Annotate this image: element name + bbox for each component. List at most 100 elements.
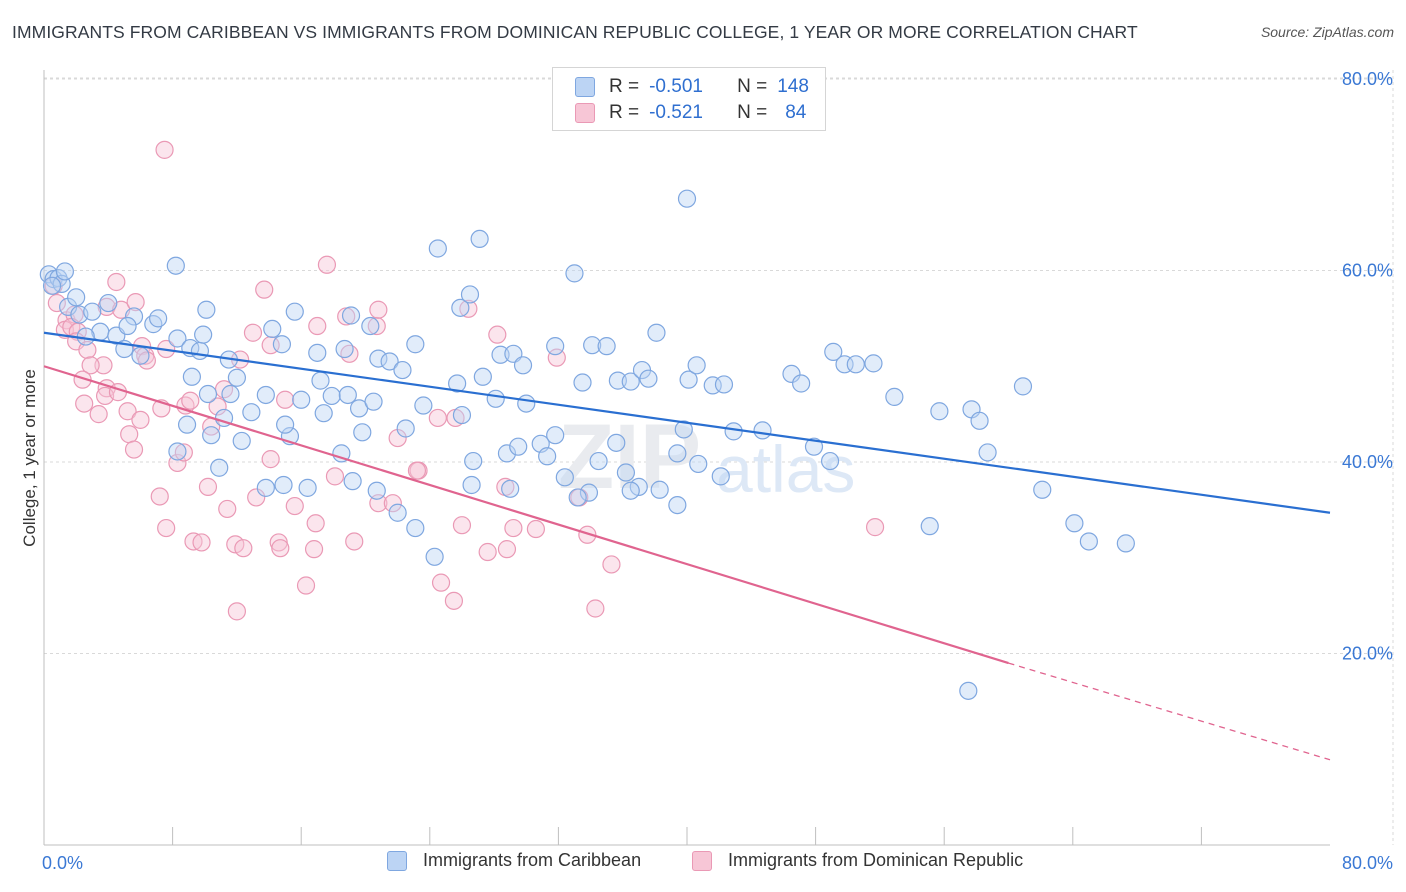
caribbean-point: [711, 467, 730, 486]
caribbean-point: [298, 478, 317, 497]
caribbean-point: [341, 306, 361, 325]
dominican-point: [155, 140, 174, 159]
caribbean-point: [546, 337, 565, 356]
legend-n-value: 84: [785, 102, 807, 123]
series-label-dominican: Immigrants from Dominican Republic: [728, 850, 1024, 870]
caribbean-point: [202, 426, 221, 445]
caribbean-point: [517, 394, 536, 413]
caribbean-point: [221, 384, 240, 404]
dominican-point: [497, 540, 517, 559]
caribbean-point: [470, 229, 489, 249]
dominican-point: [865, 518, 885, 537]
series-swatch-pink: [692, 850, 712, 871]
caribbean-point: [343, 472, 362, 491]
dominican-point: [296, 576, 316, 595]
legend-r-value: -0.521: [649, 102, 703, 123]
caribbean-point: [650, 480, 669, 499]
dominican-point: [547, 348, 566, 367]
dominican-point: [602, 555, 621, 574]
caribbean-point: [782, 364, 801, 384]
dominican-point: [317, 255, 337, 274]
caribbean-point: [272, 335, 292, 354]
caribbean-point: [256, 385, 275, 405]
dominican-point: [369, 300, 388, 319]
caribbean-point: [555, 468, 574, 487]
dominican-point: [306, 514, 325, 533]
caribbean-trend-line: [43, 331, 1331, 514]
caribbean-point: [367, 481, 386, 500]
caribbean-point: [930, 402, 949, 421]
caribbean-point: [724, 422, 743, 441]
caribbean-point: [460, 285, 480, 304]
caribbean-point: [501, 479, 520, 498]
caribbean-point: [608, 371, 627, 390]
caribbean-point: [513, 356, 533, 375]
caribbean-point: [428, 239, 447, 258]
correlation-legend: R = -0.501 N = 148 R = -0.521 N = 84: [552, 67, 826, 131]
caribbean-point: [198, 384, 218, 404]
caribbean-point: [210, 458, 229, 477]
caribbean-point: [538, 447, 557, 466]
caribbean-point: [353, 423, 372, 442]
caribbean-point: [369, 349, 388, 368]
dominican-point: [81, 356, 100, 375]
caribbean-point: [597, 337, 616, 356]
dominican-point: [428, 408, 447, 428]
caribbean-point: [451, 298, 470, 317]
caribbean-point: [885, 387, 904, 406]
legend-n-label: N =: [737, 102, 768, 123]
caribbean-point: [274, 475, 293, 495]
caribbean-point: [308, 343, 327, 362]
caribbean-point: [647, 323, 666, 342]
legend-row-dominican: R = -0.521 N = 84: [575, 101, 806, 125]
caribbean-point: [393, 360, 412, 380]
dominican-point: [131, 410, 150, 429]
caribbean-point: [396, 419, 415, 438]
caribbean-point: [820, 451, 840, 471]
caribbean-point: [311, 371, 330, 390]
dominican-point: [285, 496, 304, 516]
dominican-point: [308, 316, 327, 336]
caribbean-point: [491, 345, 510, 364]
dominican-point: [208, 397, 227, 416]
caribbean-point: [573, 373, 592, 392]
dominican-point: [444, 591, 464, 610]
dominican-point: [218, 499, 237, 519]
dominican-point: [89, 405, 108, 424]
legend-row-caribbean: R = -0.501 N = 148: [575, 75, 809, 99]
caribbean-point: [639, 369, 658, 388]
caribbean-point: [322, 386, 341, 406]
series-legend-caribbean[interactable]: Immigrants from Caribbean: [387, 850, 641, 871]
caribbean-point: [1065, 514, 1084, 533]
dominican-point: [157, 518, 176, 538]
caribbean-point: [194, 325, 213, 344]
caribbean-point: [792, 374, 811, 393]
caribbean-point: [568, 488, 587, 507]
caribbean-point: [168, 329, 187, 348]
dominican-point: [94, 356, 113, 375]
dominican-point: [227, 602, 246, 621]
watermark-zip: ZIP: [558, 406, 701, 508]
dominican-point: [578, 525, 597, 544]
caribbean-point: [920, 517, 939, 536]
caribbean-point: [197, 300, 216, 319]
y-tick-label-80: 80.0%: [1342, 69, 1393, 89]
caribbean-point: [864, 354, 883, 373]
dominican-point: [198, 477, 218, 496]
caribbean-point: [462, 475, 481, 495]
caribbean-point: [714, 375, 734, 394]
caribbean-point: [149, 309, 168, 328]
caribbean-point: [414, 396, 433, 415]
caribbean-point: [335, 339, 354, 359]
caribbean-point: [232, 431, 251, 451]
dominican-point: [107, 272, 126, 292]
caribbean-point: [182, 367, 201, 386]
series-legend: Immigrants from Caribbean Immigrants fro…: [0, 850, 1406, 878]
caribbean-point: [406, 518, 425, 538]
caribbean-point: [978, 443, 997, 462]
series-legend-dominican[interactable]: Immigrants from Dominican Republic: [692, 850, 1023, 871]
caribbean-point: [406, 335, 425, 354]
caribbean-point: [118, 316, 137, 336]
dominican-point: [126, 292, 145, 312]
